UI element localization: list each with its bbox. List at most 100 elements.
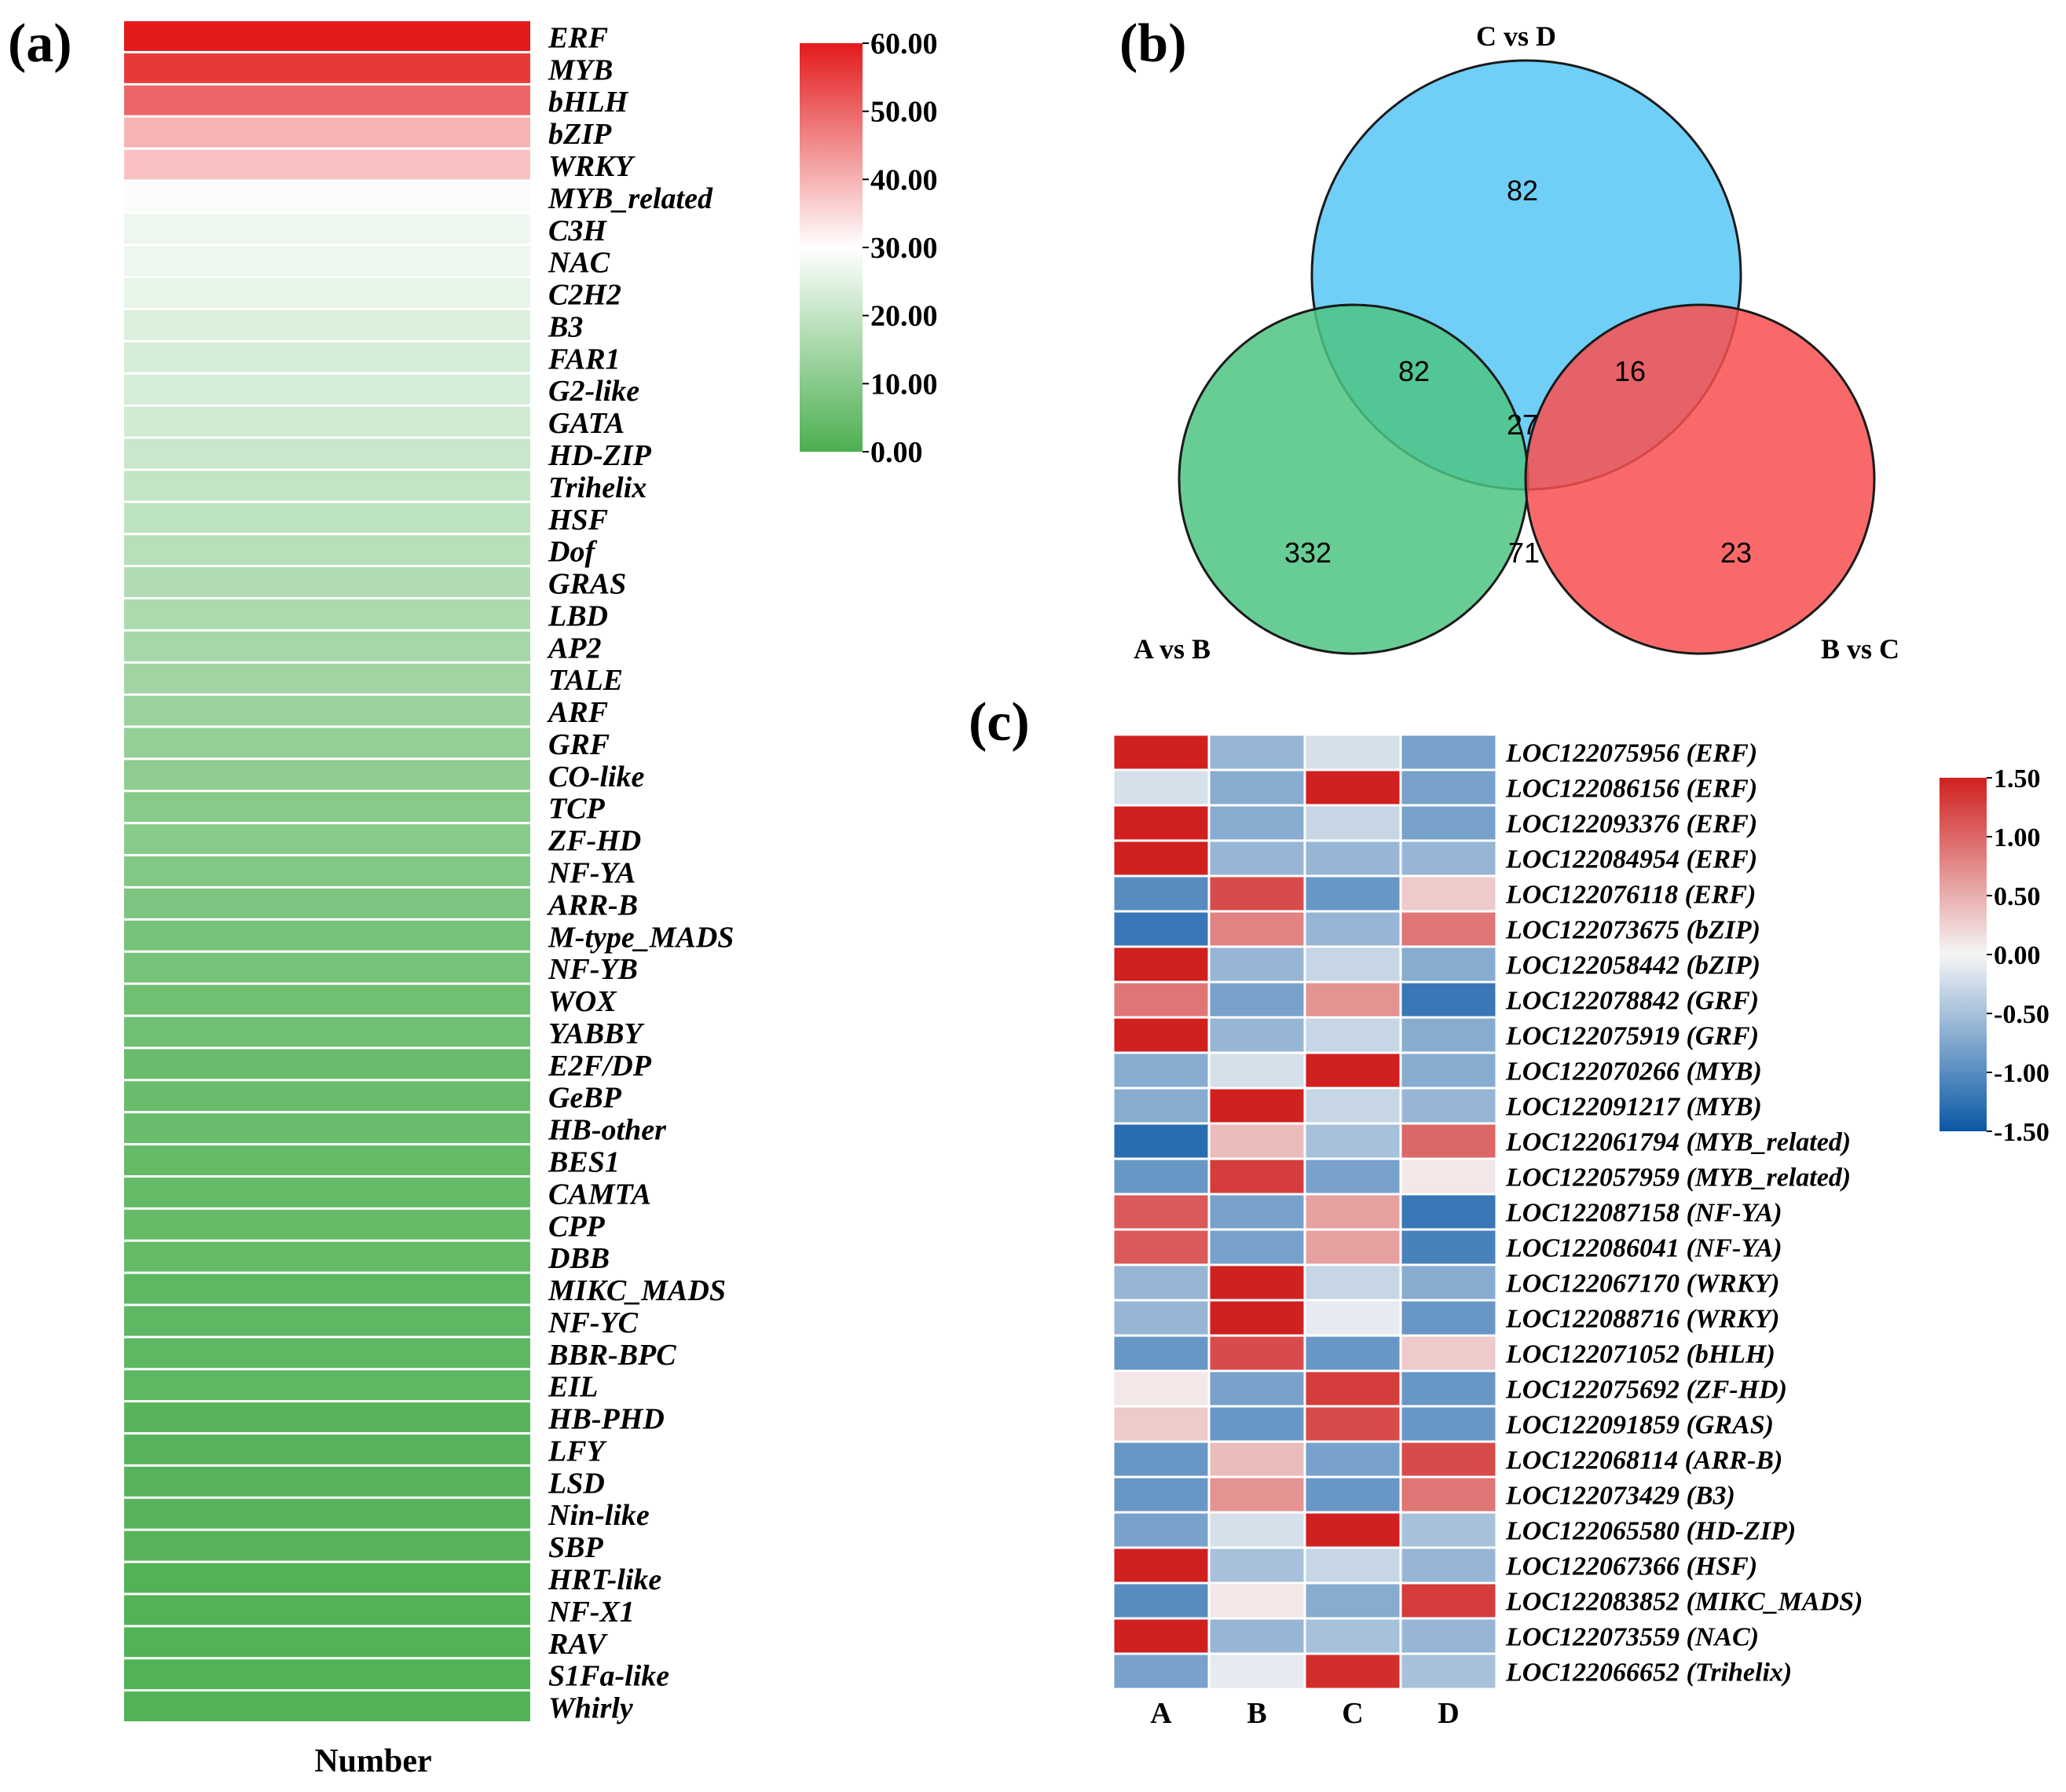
heat-c-cell — [1210, 735, 1304, 769]
heat-c-row-label: LOC122084954 (ERF) — [1505, 845, 1757, 874]
heat-c-cell — [1306, 912, 1400, 946]
heat-a-row-label: EIL — [548, 1371, 598, 1404]
heat-c-cell — [1401, 1407, 1496, 1441]
heat-a-cell — [124, 1241, 530, 1272]
heat-c-cell — [1210, 1513, 1304, 1547]
heat-c-cell — [1210, 912, 1304, 946]
heat-c-cell — [1114, 1584, 1208, 1618]
heat-a-row-label: Dof — [548, 536, 597, 569]
heat-c-row-label: LOC122075919 (GRF) — [1505, 1022, 1759, 1051]
heat-a-row-label: C2H2 — [548, 279, 621, 312]
heat-c-cell — [1306, 1230, 1400, 1264]
heat-c-cell — [1114, 1442, 1208, 1476]
heat-c-row-label: LOC122073559 (NAC) — [1505, 1623, 1759, 1652]
heat-c-cell — [1401, 1513, 1496, 1547]
heat-a-cell — [124, 920, 530, 951]
heat-c-cell — [1401, 841, 1496, 875]
heat-c-cell — [1401, 947, 1496, 981]
heat-c-cell — [1401, 912, 1496, 946]
colorbar-a-tick-label: 40.00 — [870, 163, 938, 196]
heat-a-row-label: ARF — [547, 696, 608, 729]
heat-a-cell — [124, 1306, 530, 1336]
heat-c-cell — [1306, 1089, 1400, 1123]
heat-a-cell — [124, 535, 530, 566]
heat-a-cell — [124, 406, 530, 437]
venn-count-ab-only: 332 — [1284, 537, 1332, 569]
heat-a-cell — [124, 1498, 530, 1529]
heat-c-cell — [1306, 1584, 1400, 1618]
colorbar-c-gradient — [1940, 778, 1987, 1131]
heat-c-cell — [1306, 1124, 1400, 1158]
venn-label-b-vs-c: B vs C — [1821, 633, 1899, 665]
heat-a-row-label: YABBY — [548, 1017, 645, 1050]
heat-a-row-label: CO-like — [548, 760, 645, 793]
heat-c-cell — [1114, 1089, 1208, 1123]
venn-label-a-vs-b: A vs B — [1134, 633, 1211, 665]
heat-c-cell — [1210, 1336, 1304, 1370]
heat-c-cell — [1114, 1124, 1208, 1158]
panel-a-heatmap: ERFMYBbHLHbZIPWRKYMYB_relatedC3HNACC2H2B… — [124, 21, 734, 1725]
venn-count-all: 27 — [1507, 409, 1538, 441]
heat-a-cell — [124, 1049, 530, 1079]
heat-a-row-label: HSF — [548, 504, 608, 537]
heat-c-cell — [1306, 1442, 1400, 1476]
heat-c-row-label: LOC122061794 (MYB_related) — [1505, 1128, 1851, 1157]
heat-a-row-label: C3H — [548, 214, 607, 247]
heat-a-cell — [124, 438, 530, 469]
panel-c-heatmap: LOC122075956 (ERF) LOC122086156 (ERF) LOC1… — [1113, 735, 1863, 1730]
heat-c-cell — [1210, 1018, 1304, 1052]
heat-a-row-label: GRAS — [548, 568, 626, 601]
heat-c-cell — [1401, 1124, 1496, 1158]
heat-a-row-label: HD-ZIP — [548, 439, 652, 472]
heat-a-cell — [124, 1209, 530, 1240]
heat-c-cell — [1114, 1619, 1208, 1653]
heat-c-row-label: LOC122073429 (B3) — [1505, 1482, 1735, 1511]
heat-a-row-label: MYB_related — [548, 182, 713, 215]
heat-c-row-label: LOC122087158 (NF-YA) — [1505, 1199, 1782, 1228]
heat-c-cell — [1401, 1301, 1496, 1335]
heat-c-row-label: LOC122078842 (GRF) — [1505, 987, 1759, 1016]
panel-a-label: (a) — [8, 13, 72, 74]
heat-a-row-label: LBD — [548, 599, 608, 632]
heat-c-row-label: LOC122086156 (ERF) — [1505, 775, 1757, 804]
heat-a-cell — [124, 342, 530, 372]
heat-c-cell — [1401, 983, 1496, 1017]
heat-c-cell — [1210, 1442, 1304, 1476]
heat-c-cell — [1210, 1548, 1304, 1582]
heat-c-cell — [1401, 806, 1496, 840]
heat-a-row-label: AP2 — [547, 632, 602, 665]
heat-a-row-label: NAC — [548, 247, 610, 280]
heat-c-cell — [1306, 1054, 1400, 1087]
heat-a-row-label: FAR1 — [548, 343, 621, 376]
heat-a-row-label: TALE — [548, 664, 623, 697]
heat-a-row-label: WRKY — [548, 150, 636, 183]
heat-c-cell — [1114, 912, 1208, 946]
heat-c-cell — [1210, 771, 1304, 804]
heat-a-cell — [124, 792, 530, 823]
heat-a-cell — [124, 1017, 530, 1047]
heat-c-cell — [1401, 1372, 1496, 1405]
heat-c-row-label: LOC122086041 (NF-YA) — [1505, 1234, 1782, 1263]
heat-a-cell — [124, 952, 530, 983]
heat-c-cell — [1306, 1478, 1400, 1512]
heat-a-row-label: GATA — [548, 407, 625, 440]
heat-c-cell — [1114, 1372, 1208, 1405]
heat-a-cell — [124, 246, 530, 277]
heat-c-cell — [1210, 983, 1304, 1017]
heat-c-cell — [1114, 1230, 1208, 1264]
heat-a-cell — [124, 695, 530, 726]
colorbar-c-tick-label: 1.50 — [1994, 764, 2041, 793]
heat-c-row-label: LOC122088716 (WRKY) — [1505, 1305, 1780, 1334]
heat-a-row-label: ERF — [548, 21, 608, 54]
heat-c-cell — [1210, 1124, 1304, 1158]
heat-c-column-label: A — [1150, 1697, 1172, 1730]
heat-a-row-label: NF-YC — [548, 1306, 639, 1339]
heat-c-cell — [1210, 1655, 1304, 1688]
heat-c-cell — [1306, 983, 1400, 1017]
heat-c-cell — [1306, 841, 1400, 875]
heat-a-cell — [124, 214, 530, 244]
heat-c-cell — [1114, 1160, 1208, 1193]
heat-a-cell — [124, 1273, 530, 1304]
heat-a-cell — [124, 727, 530, 758]
heat-c-cell — [1210, 1619, 1304, 1653]
